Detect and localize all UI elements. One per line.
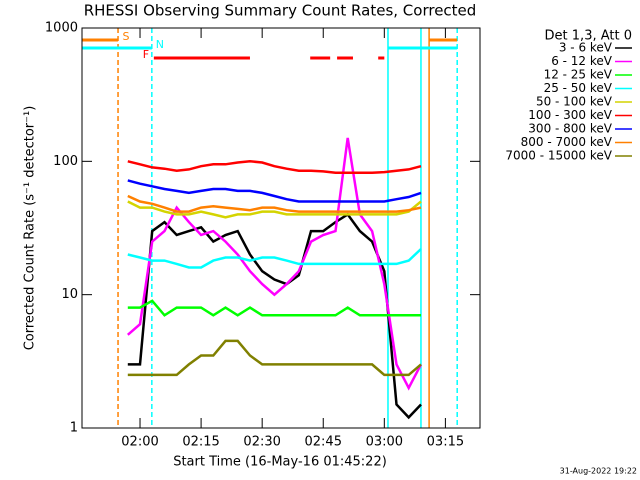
plot-frame xyxy=(81,27,481,429)
flag-bar xyxy=(387,46,458,50)
legend-label: 50 - 100 keV xyxy=(536,95,613,109)
flag-bar xyxy=(378,56,385,60)
series-line xyxy=(127,248,422,269)
x-tick-label: 02:45 xyxy=(305,435,342,450)
chart-title: RHESSI Observing Summary Count Rates, Co… xyxy=(84,2,477,20)
series-line xyxy=(127,194,422,213)
flag-label: S xyxy=(123,30,130,43)
series-line xyxy=(127,212,422,420)
series-line xyxy=(127,200,422,219)
series-line xyxy=(127,160,422,175)
series-line xyxy=(126,137,423,391)
flag-label: F xyxy=(143,48,149,61)
flag-bar xyxy=(337,56,353,60)
x-tick-label: 03:00 xyxy=(366,435,403,450)
legend-label: 100 - 300 keV xyxy=(528,108,612,122)
y-axis-label: Corrected Count Rate (s⁻¹ detector⁻¹) xyxy=(23,106,38,351)
series-line xyxy=(127,339,422,377)
flag-bar xyxy=(82,38,119,42)
legend-title: Det 1,3, Att 0 xyxy=(545,29,632,44)
legend-label: 6 - 12 keV xyxy=(551,54,613,68)
legend-label: 25 - 50 keV xyxy=(544,81,613,95)
series-line xyxy=(127,299,421,317)
x-tick-label: 03:15 xyxy=(427,435,464,450)
flag-bar xyxy=(153,56,250,60)
legend-label: 7000 - 15000 keV xyxy=(505,149,612,163)
flag-label: N xyxy=(156,38,164,51)
flag-bar xyxy=(310,56,331,60)
legend-label: 300 - 800 keV xyxy=(528,122,612,136)
flag-bar xyxy=(429,38,458,42)
footer: 31-Aug-2022 19:22 xyxy=(560,467,637,476)
x-tick-label: 02:15 xyxy=(182,435,219,450)
y-tick-label: 100 xyxy=(53,154,78,169)
legend-label: 12 - 25 keV xyxy=(544,68,613,82)
x-tick-label: 02:30 xyxy=(243,435,280,450)
legend-label: 3 - 6 keV xyxy=(559,41,613,55)
flag-bar xyxy=(82,46,152,50)
x-tick-label: 02:00 xyxy=(121,435,158,450)
series-line xyxy=(127,179,422,203)
x-axis-label: Start Time (16-May-16 01:45:22) xyxy=(173,455,387,470)
y-tick-label: 10 xyxy=(61,287,78,302)
y-tick-label: 1000 xyxy=(45,21,78,36)
legend-label: 800 - 7000 keV xyxy=(521,135,613,149)
y-tick-label: 1 xyxy=(70,421,78,436)
